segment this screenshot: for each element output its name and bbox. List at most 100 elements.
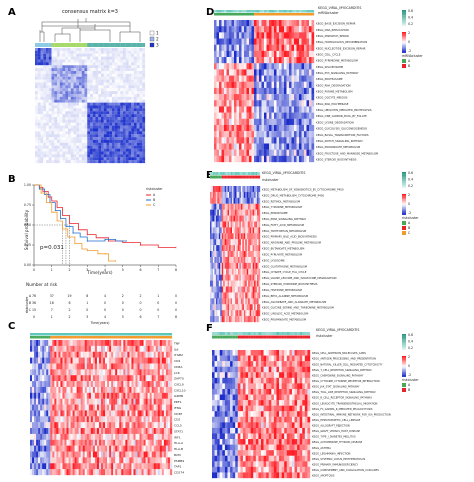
- matrix-cell: [109, 142, 113, 146]
- heatmap-cell: [58, 433, 61, 440]
- matrix-cell: [106, 145, 110, 149]
- matrix-cell: [98, 85, 102, 89]
- heatmap-cell: [32, 386, 35, 393]
- heatmap-cell: [78, 340, 81, 347]
- heatmap-cell: [271, 118, 275, 126]
- heatmap-cell: [289, 26, 292, 33]
- heatmap-cell: [60, 392, 63, 399]
- heatmap-cell: [169, 375, 173, 382]
- matrix-cell: [54, 71, 58, 74]
- matrix-cell: [35, 96, 38, 100]
- heatmap-cell: [249, 81, 252, 89]
- heatmap-cell: [257, 209, 259, 216]
- matrix-cell: [54, 134, 58, 138]
- matrix-cell: [68, 151, 71, 155]
- matrix-cell: [123, 145, 126, 149]
- matrix-cell: [128, 137, 132, 141]
- heatmap-cell: [56, 428, 59, 435]
- matrix-cell: [106, 125, 110, 129]
- heatmap-cell: [64, 445, 67, 452]
- heatmap-cell: [212, 221, 215, 228]
- heatmap-cell: [151, 410, 154, 417]
- annot-c-row2: [34, 336, 37, 339]
- heatmap-cell: [294, 69, 297, 76]
- heatmap-cell: [161, 445, 165, 452]
- heatmap-cell: [223, 233, 225, 240]
- matrix-cell: [106, 85, 110, 89]
- matrix-cell: [101, 122, 104, 126]
- heatmap-cell: [234, 63, 237, 70]
- matrix-cell: [112, 102, 115, 106]
- heatmap-cell: [129, 457, 132, 464]
- matrix-cell: [68, 82, 71, 86]
- heatmap-cell: [236, 221, 239, 228]
- matrix-cell: [79, 128, 82, 132]
- heatmap-cell: [159, 363, 163, 370]
- matrix-cell: [84, 59, 88, 63]
- heatmap-cell: [40, 469, 43, 476]
- heatmap-cell: [90, 410, 94, 417]
- heatmap-cell: [46, 451, 49, 458]
- heatmap-cell: [252, 209, 255, 216]
- heatmap-cell: [254, 50, 257, 58]
- annot-c-row1: [107, 333, 110, 336]
- heatmap-cell: [64, 357, 67, 364]
- heatmap-cell: [274, 100, 277, 107]
- heatmap-cell: [226, 94, 230, 101]
- matrix-cell: [51, 76, 55, 80]
- matrix-cell: [142, 142, 146, 146]
- matrix-cell: [101, 82, 104, 86]
- matrix-cell: [84, 48, 88, 51]
- heatmap-cell: [242, 209, 244, 216]
- matrix-cell: [62, 79, 66, 83]
- heatmap-cell: [117, 381, 120, 388]
- heatmap-cell: [103, 392, 106, 399]
- heatmap-cell: [92, 369, 96, 376]
- heatmap-cell: [279, 57, 282, 64]
- risk-x-tick-label: 8: [175, 315, 177, 319]
- heatmap-cell: [256, 131, 260, 138]
- heatmap-cell: [284, 94, 287, 101]
- heatmap-cell: [269, 137, 272, 144]
- matrix-cell: [43, 68, 47, 72]
- matrix-cell: [37, 88, 41, 92]
- annot-c-row1: [169, 333, 173, 336]
- matrix-cell: [59, 117, 63, 120]
- heatmap-cell: [211, 215, 214, 222]
- matrix-cell: [65, 65, 69, 69]
- matrix-cell: [109, 148, 113, 152]
- heatmap-cell: [223, 221, 225, 228]
- heatmap-cell: [294, 112, 297, 119]
- heatmap-cell: [294, 20, 297, 27]
- legend-expr-label: 0: [408, 40, 410, 44]
- matrix-cell: [109, 105, 113, 109]
- heatmap-cell: [135, 351, 138, 358]
- matrix-cell: [114, 85, 118, 89]
- heatmap-cell: [36, 463, 39, 470]
- heatmap-cell: [161, 340, 165, 347]
- heatmap-cell: [40, 381, 43, 388]
- heatmap-cell: [234, 20, 237, 27]
- heatmap-cell: [221, 87, 225, 95]
- annot-c-row1: [50, 333, 53, 336]
- matrix-cell: [128, 91, 132, 95]
- heatmap-cell: [249, 209, 252, 216]
- heatmap-cell: [239, 131, 242, 138]
- heatmap-cell: [246, 155, 250, 163]
- heatmap-cell: [127, 363, 130, 370]
- matrix-cell: [70, 119, 74, 123]
- heatmap-cell: [82, 375, 85, 382]
- matrix-cell: [48, 145, 52, 149]
- matrix-cell: [103, 117, 107, 120]
- heatmap-cell: [129, 463, 132, 470]
- matrix-cell: [90, 96, 93, 100]
- matrix-cell: [106, 154, 110, 158]
- annot-c-row2: [62, 336, 65, 339]
- matrix-cell: [123, 125, 126, 129]
- matrix-cell: [35, 82, 38, 86]
- heatmap-cell: [52, 439, 55, 446]
- heatmap-cell: [239, 81, 242, 89]
- matrix-cell: [87, 85, 91, 89]
- heatmap-cell: [40, 457, 43, 464]
- heatmap-cell: [111, 369, 114, 376]
